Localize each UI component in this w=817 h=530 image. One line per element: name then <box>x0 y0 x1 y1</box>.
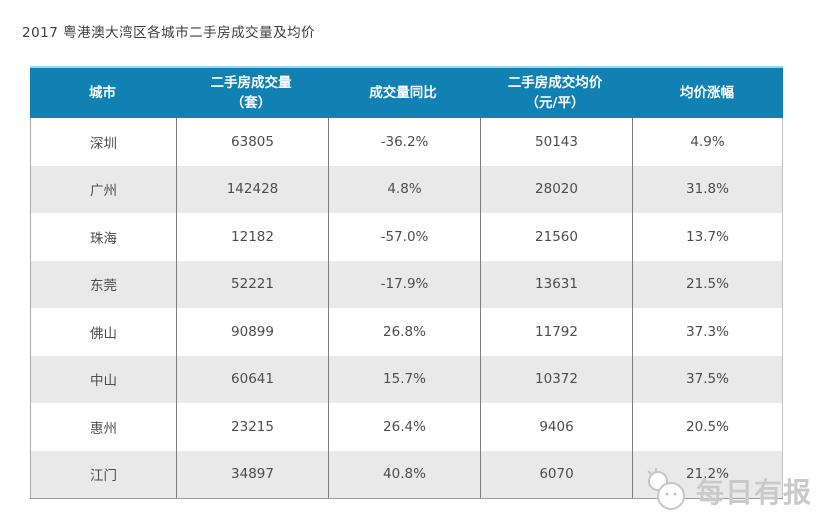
table-row: 惠州 23215 26.4% 9406 20.5% <box>30 403 783 451</box>
cell-city: 佛山 <box>90 325 117 342</box>
cell-price-change: 37.3% <box>632 308 782 356</box>
cell-city: 惠州 <box>90 420 117 437</box>
cell-volume: 12182 <box>176 213 328 261</box>
cell-volume: 142428 <box>176 165 328 213</box>
cell-volume-yoy: 40.8% <box>328 450 480 498</box>
cell-volume-yoy: -17.9% <box>328 260 480 308</box>
cell-city: 珠海 <box>90 230 117 247</box>
column-header-city: 城市 <box>89 84 116 101</box>
cell-volume: 52221 <box>176 260 328 308</box>
cell-volume-yoy: 26.8% <box>328 308 480 356</box>
cell-avg-price: 10372 <box>480 355 632 403</box>
table-row: 广州 142428 4.8% 28020 31.8% <box>30 165 783 213</box>
cell-volume-yoy: -57.0% <box>328 213 480 261</box>
cell-avg-price: 21560 <box>480 213 632 261</box>
column-header-volume: 二手房成交量 （套） <box>210 74 292 111</box>
watermark-text: 每日有报 <box>696 476 813 509</box>
cell-price-change: 21.5% <box>632 260 782 308</box>
cell-avg-price: 9406 <box>480 403 632 451</box>
cell-volume: 60641 <box>176 355 328 403</box>
watermark: 每日有报 <box>644 466 812 516</box>
cell-volume-yoy: -36.2% <box>328 118 480 166</box>
cell-city: 东莞 <box>90 278 117 295</box>
cell-volume-yoy: 26.4% <box>328 403 480 451</box>
cell-avg-price: 28020 <box>480 165 632 213</box>
cell-city: 江门 <box>90 468 117 485</box>
mascot-logo-icon <box>647 468 685 510</box>
cell-price-change: 13.7% <box>632 213 782 261</box>
cell-city: 广州 <box>90 183 117 200</box>
cell-volume-yoy: 15.7% <box>328 355 480 403</box>
cell-avg-price: 11792 <box>480 308 632 356</box>
column-header-avg-price: 二手房成交均价 （元/平） <box>507 74 603 111</box>
cell-price-change: 37.5% <box>632 355 782 403</box>
table-row: 中山 60641 15.7% 10372 37.5% <box>30 355 783 403</box>
column-header-volume-yoy: 成交量同比 <box>369 84 437 101</box>
table-row: 东莞 52221 -17.9% 13631 21.5% <box>30 260 783 308</box>
cell-city: 中山 <box>90 373 117 390</box>
page-title: 2017 粤港澳大湾区各城市二手房成交量及均价 <box>22 25 316 41</box>
cell-avg-price: 50143 <box>480 118 632 166</box>
cell-price-change: 31.8% <box>632 165 782 213</box>
cell-volume: 63805 <box>176 118 328 166</box>
cell-volume: 23215 <box>176 403 328 451</box>
table-body: 深圳 63805 -36.2% 50143 4.9% 广州 142428 4.8… <box>30 118 783 499</box>
column-header-price-change: 均价涨幅 <box>680 84 734 101</box>
cell-avg-price: 6070 <box>480 450 632 498</box>
cell-price-change: 20.5% <box>632 403 782 451</box>
cell-city: 深圳 <box>90 135 117 152</box>
data-table: 城市 二手房成交量 （套） 成交量同比 二手房成交均价 （元/平） 均价涨幅 深圳 6380… <box>30 66 783 499</box>
table-row: 珠海 12182 -57.0% 21560 13.7% <box>30 213 783 261</box>
cell-avg-price: 13631 <box>480 260 632 308</box>
cell-price-change: 4.9% <box>632 118 782 166</box>
table-row: 深圳 63805 -36.2% 50143 4.9% <box>30 118 783 166</box>
cell-price-change: 21.2% <box>632 450 782 498</box>
table-row: 佛山 90899 26.8% 11792 37.3% <box>30 308 783 356</box>
cell-volume-yoy: 4.8% <box>328 165 480 213</box>
table-header-row: 城市 二手房成交量 （套） 成交量同比 二手房成交均价 （元/平） 均价涨幅 <box>30 66 783 118</box>
cell-volume: 34897 <box>176 450 328 498</box>
cell-volume: 90899 <box>176 308 328 356</box>
